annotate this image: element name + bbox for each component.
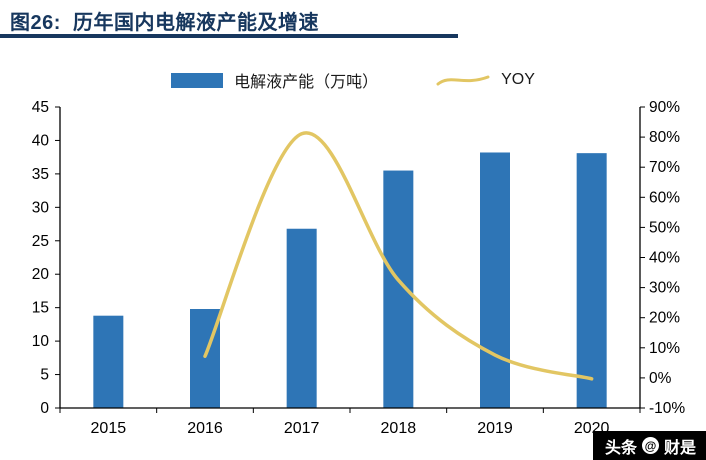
legend-label-capacity: 电解液产能（万吨） <box>234 74 379 91</box>
svg-text:30%: 30% <box>649 280 680 297</box>
svg-text:20%: 20% <box>649 310 680 327</box>
legend-item-capacity: 电解液产能（万吨） <box>171 68 378 92</box>
svg-text:60%: 60% <box>649 189 680 206</box>
svg-text:0: 0 <box>40 400 49 417</box>
svg-text:5: 5 <box>40 367 49 384</box>
chart-legend: 电解液产能（万吨） YOY <box>0 68 706 92</box>
svg-text:2016: 2016 <box>187 420 223 437</box>
page-title: 图26: 历年国内电解液产能及增速 <box>10 12 320 34</box>
svg-text:35: 35 <box>32 166 49 183</box>
svg-text:25: 25 <box>32 233 49 250</box>
legend-item-yoy: YOY <box>436 71 535 89</box>
svg-text:0%: 0% <box>649 370 672 387</box>
svg-text:10: 10 <box>32 333 50 350</box>
watermark: 头条 @ 财是 <box>592 431 706 460</box>
svg-text:2017: 2017 <box>284 420 320 437</box>
title-underline <box>0 34 458 38</box>
svg-text:40: 40 <box>32 132 50 149</box>
svg-text:10%: 10% <box>649 340 680 357</box>
svg-text:80%: 80% <box>649 129 680 146</box>
svg-text:40%: 40% <box>649 250 680 267</box>
legend-label-yoy: YOY <box>501 71 535 88</box>
svg-text:50%: 50% <box>649 219 680 236</box>
svg-text:15: 15 <box>32 300 49 317</box>
bar-swatch-icon <box>171 72 224 88</box>
svg-text:2019: 2019 <box>477 420 513 437</box>
svg-text:70%: 70% <box>649 159 680 176</box>
line-swatch-icon <box>436 75 490 86</box>
svg-text:-10%: -10% <box>649 400 685 417</box>
toutiao-logo-icon: @ <box>641 437 659 454</box>
watermark-site: 头条 <box>604 439 637 457</box>
svg-text:2018: 2018 <box>381 420 417 437</box>
svg-text:90%: 90% <box>649 99 680 116</box>
watermark-account: 财是 <box>663 439 696 457</box>
svg-text:20: 20 <box>32 266 50 283</box>
svg-text:45: 45 <box>32 99 49 116</box>
svg-text:2015: 2015 <box>91 420 127 437</box>
svg-text:30: 30 <box>32 199 50 216</box>
